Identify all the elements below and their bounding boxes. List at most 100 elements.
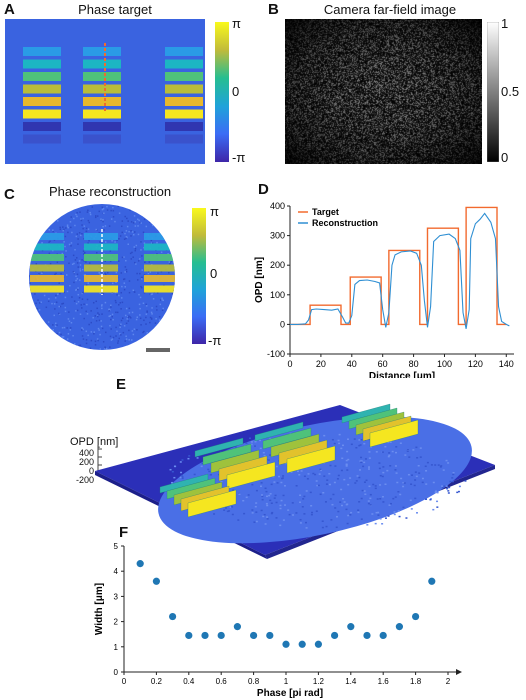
y-axis-label: OPD [nm] xyxy=(254,257,265,303)
scatter-point xyxy=(363,631,371,640)
y-tick-label: 0 xyxy=(114,668,119,677)
reconstruction-stripe xyxy=(30,264,64,272)
x-tick-label: 1.6 xyxy=(378,677,390,686)
y-tick-label: -100 xyxy=(267,349,285,359)
x-axis-arrow xyxy=(456,669,462,675)
reconstruction-stripe xyxy=(30,254,64,261)
phase-stripe xyxy=(23,84,61,94)
surface-bar xyxy=(262,427,312,450)
x-tick-label: 2 xyxy=(446,677,451,686)
legend-label: Reconstruction xyxy=(312,218,378,228)
panel-letter-d: D xyxy=(258,181,269,198)
scatter-point xyxy=(201,631,209,640)
panel-letter-c: C xyxy=(4,186,15,203)
panel-letter-b: B xyxy=(268,1,279,18)
phase-target-stripes xyxy=(23,47,203,144)
scatter-point xyxy=(314,640,322,648)
x-tick-label: 20 xyxy=(316,359,326,369)
colorbar-a-bottom-label: -π xyxy=(232,150,246,165)
y-tick-label: 3 xyxy=(114,592,119,601)
z-tick-label: 0 xyxy=(88,466,94,476)
phase-stripe xyxy=(165,97,203,106)
x-axis-label: Distance [μm] xyxy=(369,371,435,378)
phase-stripe xyxy=(23,59,61,69)
reconstruction-stripes xyxy=(30,233,175,293)
phase-stripe xyxy=(83,97,121,106)
reconstruction-stripe xyxy=(84,285,118,293)
surface-bar xyxy=(226,461,276,490)
colorbar-c-bottom-label: -π xyxy=(208,333,222,348)
camera-far-field-image xyxy=(285,19,482,164)
x-tick-label: 1.2 xyxy=(313,677,325,686)
y-tick-label: 2 xyxy=(114,618,119,627)
phase-stripe xyxy=(23,134,61,144)
phase-stripe xyxy=(165,84,203,94)
scatter-point xyxy=(298,640,306,648)
colorbar-a-top-label: π xyxy=(232,16,241,31)
z-tick-label: 200 xyxy=(78,457,94,467)
surface-bars xyxy=(159,403,419,518)
reconstruction-stripe xyxy=(84,233,118,240)
x-tick-label: 120 xyxy=(468,359,483,369)
reconstruction-stripe xyxy=(144,264,175,272)
phase-stripe xyxy=(23,109,61,119)
x-tick-label: 0 xyxy=(287,359,292,369)
scatter-point xyxy=(250,631,258,640)
scatter-point xyxy=(152,577,160,585)
scatter-point xyxy=(185,631,193,640)
surface-bar xyxy=(187,489,237,518)
phase-stripe xyxy=(83,109,121,119)
panel-a-title: Phase target xyxy=(78,2,152,17)
scatter-point xyxy=(136,560,144,568)
y-tick-label: 0 xyxy=(280,319,285,329)
x-tick-label: 1.8 xyxy=(410,677,422,686)
phase-stripe xyxy=(165,122,203,131)
x-axis-label: Phase [pi rad] xyxy=(257,688,323,698)
scatter-point xyxy=(282,640,290,648)
reconstruction-stripe xyxy=(84,264,118,272)
phase-stripe xyxy=(23,47,61,56)
width-vs-phase-chart: 0 0.2 0.4 0.6 0.8 1 1.2 1.4 1.6 1.8 2 0 1 2 3 4 5 Phase [… xyxy=(94,542,462,698)
reconstruction-stripe xyxy=(144,254,175,261)
reconstruction-stripe xyxy=(144,275,175,282)
reconstruction-stripe xyxy=(144,285,175,293)
phase-stripe xyxy=(83,134,121,144)
phase-stripe xyxy=(165,47,203,56)
phase-stripe xyxy=(23,97,61,106)
surface-z-ticks: 400 200 0 -200 xyxy=(68,449,94,485)
scatter-point xyxy=(266,631,274,640)
scatter-point xyxy=(217,631,225,640)
phase-colorbar-a xyxy=(215,22,229,162)
reconstruction-stripe xyxy=(30,243,64,251)
phase-stripe xyxy=(23,122,61,131)
phase-stripe xyxy=(83,122,121,131)
x-tick-label: 0.6 xyxy=(216,677,228,686)
reconstruction-stripe xyxy=(30,275,64,282)
colorbar-c-mid-label: 0 xyxy=(210,266,218,281)
phase-stripe xyxy=(83,72,121,81)
panel-letter-f: F xyxy=(119,524,129,541)
reconstruction-stripe xyxy=(30,233,64,240)
scatter-point xyxy=(331,631,339,640)
y-tick-label: 4 xyxy=(114,567,119,576)
panel-b-title: Camera far-field image xyxy=(323,2,457,17)
reconstruction-stripe xyxy=(84,275,118,282)
phase-stripe xyxy=(83,84,121,94)
panel-letter-a: A xyxy=(4,1,15,18)
colorbar-c-top-label: π xyxy=(210,204,219,219)
x-tick-label: 40 xyxy=(347,359,357,369)
y-tick-label: 300 xyxy=(270,231,285,241)
legend-label: Target xyxy=(312,207,339,217)
colorbar-b-mid-label: 0.5 xyxy=(501,84,520,99)
surface-z-label: OPD [nm] xyxy=(70,436,119,448)
phase-colorbar-c xyxy=(192,208,206,344)
reconstruction-stripe xyxy=(84,254,118,261)
phase-stripe xyxy=(83,47,121,56)
scale-bar xyxy=(146,348,170,352)
phase-target-image xyxy=(5,19,205,164)
scatter-point xyxy=(428,577,436,585)
y-tick-label: 400 xyxy=(270,201,285,211)
scatter-point xyxy=(233,623,241,631)
y-tick-label: 100 xyxy=(270,290,285,300)
y-tick-label: 200 xyxy=(270,260,285,270)
